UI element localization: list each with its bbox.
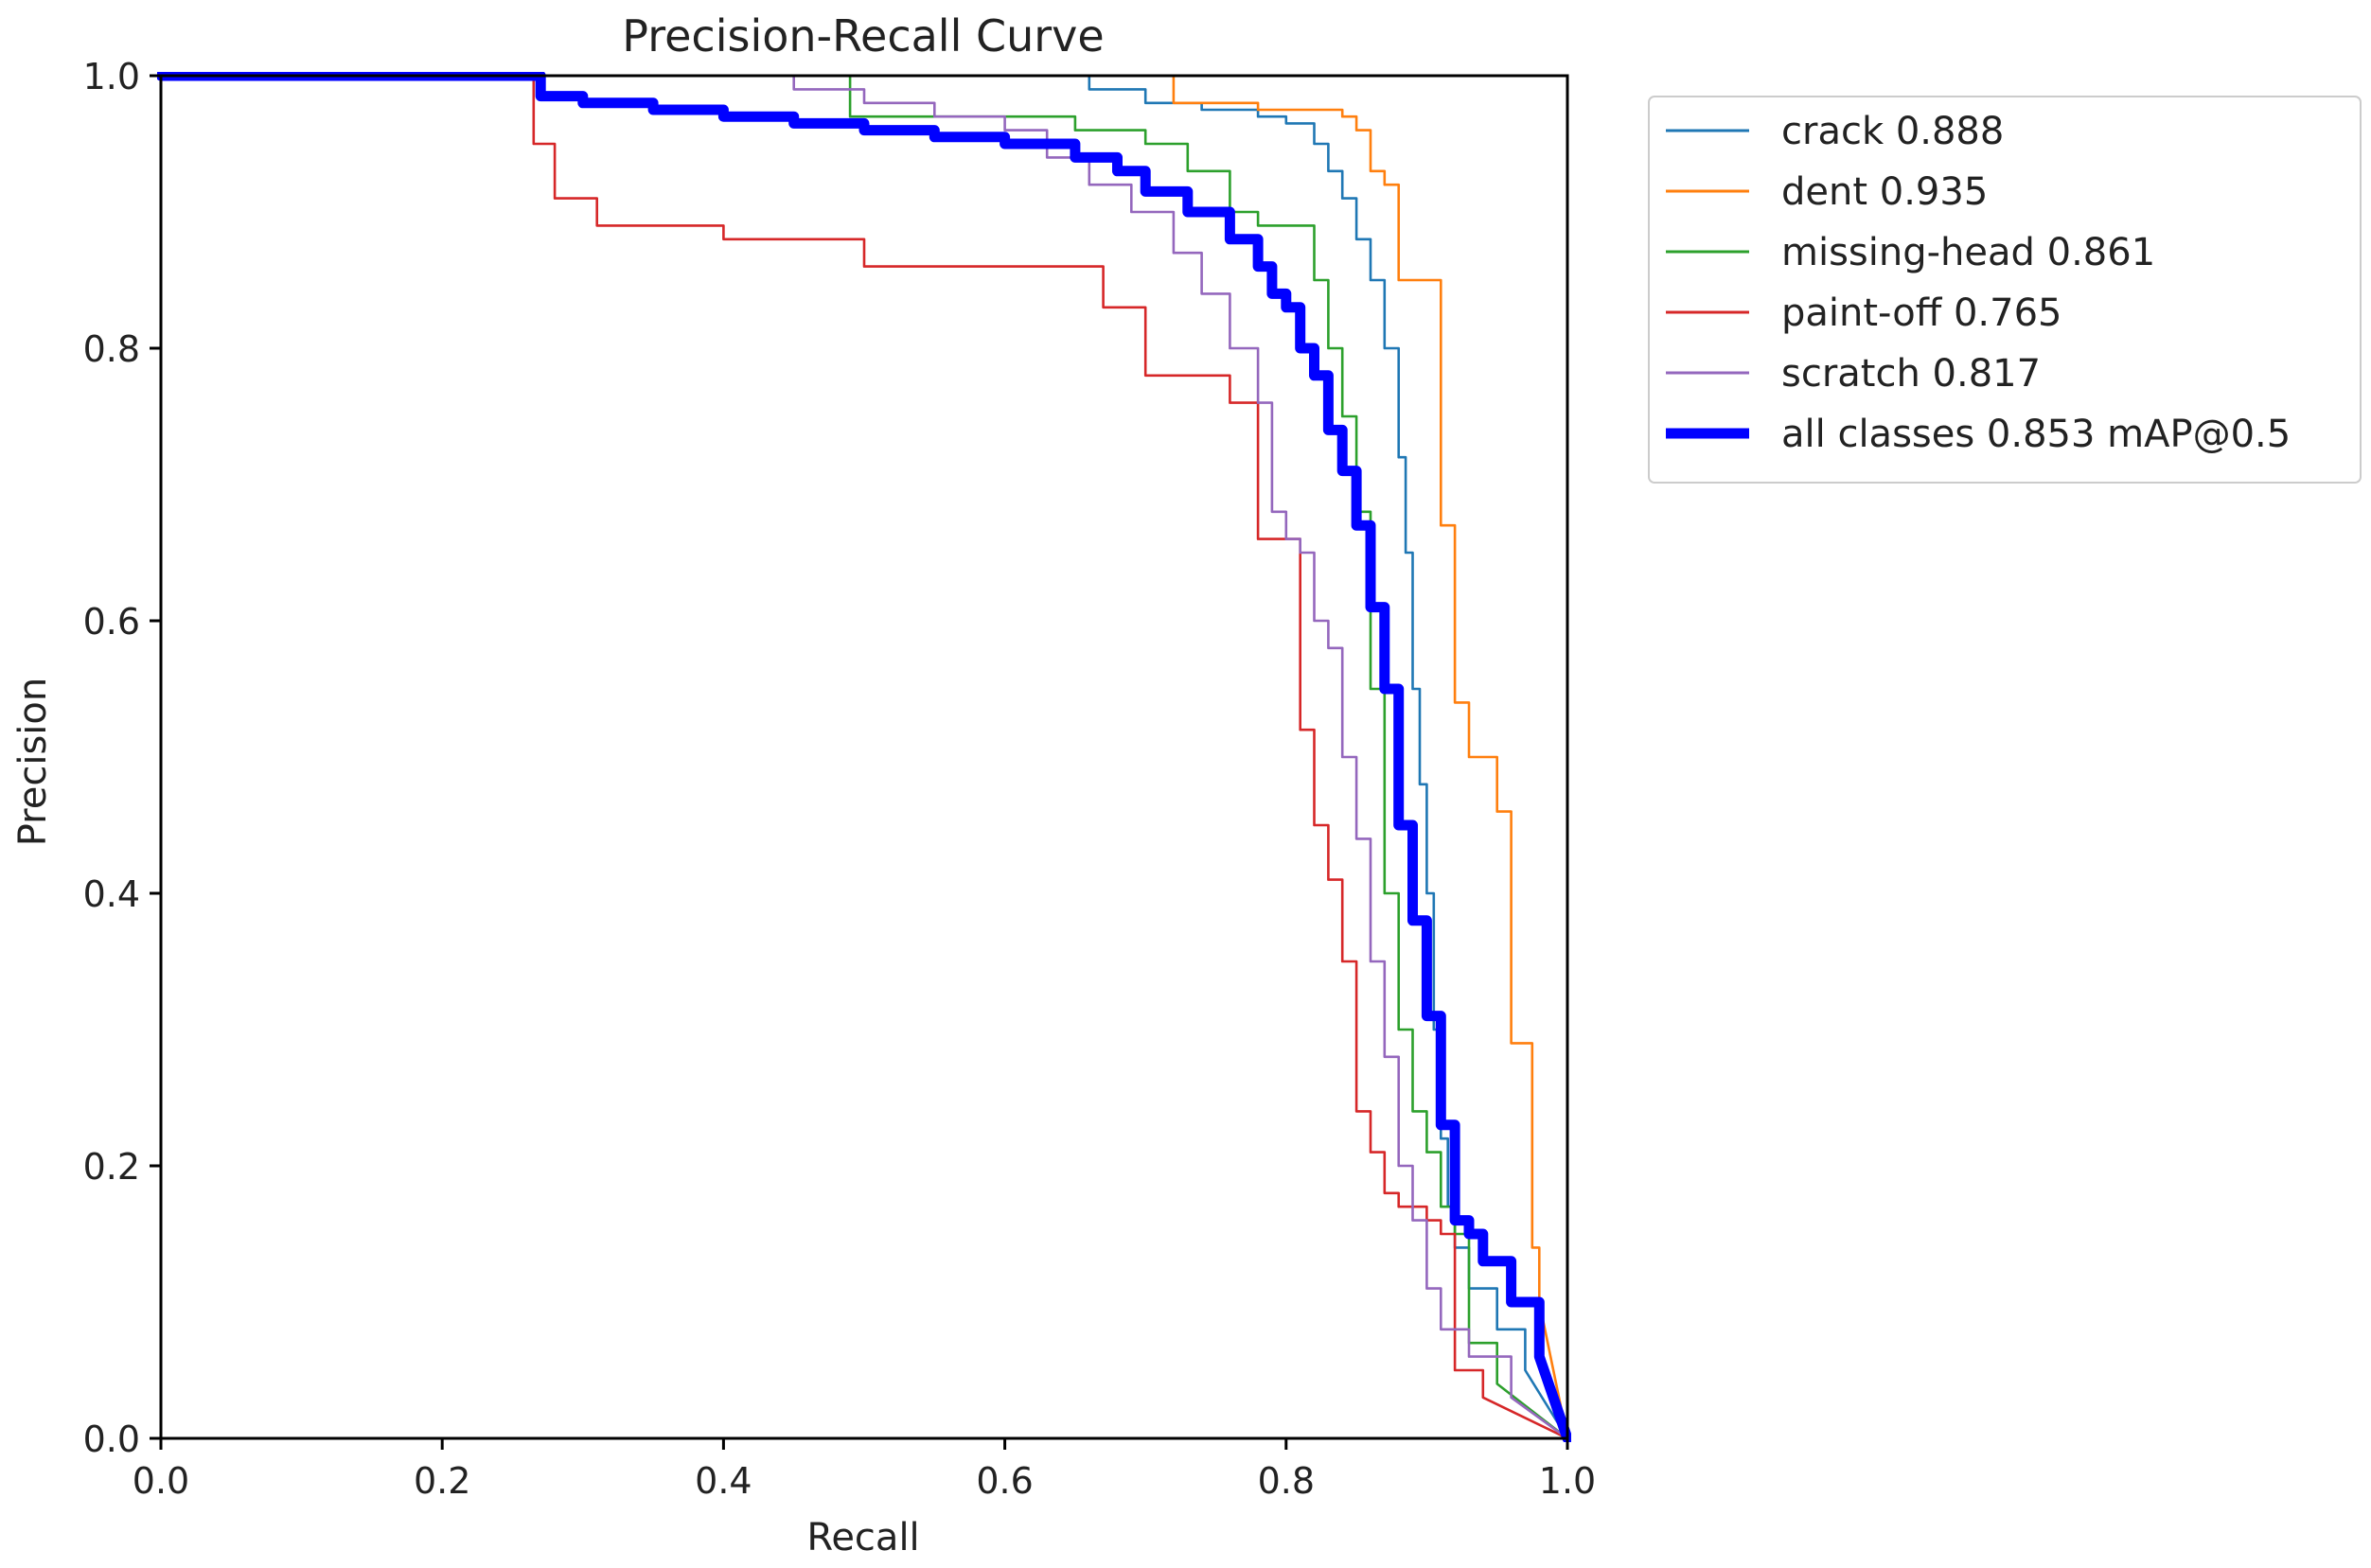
x-tick-label: 0.2: [414, 1460, 470, 1502]
series-line-missing-head: [159, 74, 1569, 1440]
x-tick-label: 0.6: [976, 1460, 1033, 1502]
x-tick-label: 1.0: [1539, 1460, 1596, 1502]
legend-label-crack: crack 0.888: [1781, 110, 2004, 153]
y-tick-label: 0.0: [83, 1418, 140, 1460]
legend-label-scratch: scratch 0.817: [1781, 352, 2041, 396]
y-axis-label: Precision: [11, 678, 55, 846]
plot-frame: [159, 74, 1569, 1440]
series-line-dent: [159, 74, 1569, 1440]
y-tick-label: 1.0: [83, 56, 140, 97]
series-line-scratch: [159, 74, 1569, 1440]
plot-area: 0.00.0 0.2 0.2 0.4 0.4 0.6 0.6 0.8 0.8 1.0 1.0: [83, 56, 1597, 1502]
y-tick-label: 0.8: [83, 328, 140, 370]
legend-box: [1648, 96, 2362, 484]
series-group: [157, 72, 1571, 1442]
legend-label-dent: dent 0.935: [1781, 170, 1988, 214]
x-tick-label: 0.0: [133, 1460, 189, 1502]
y-tick-label: 0.4: [83, 873, 140, 915]
y-tick-label: 0.6: [83, 601, 140, 643]
x-axis-label: Recall: [806, 1516, 919, 1559]
y-tick-label: 0.2: [83, 1146, 140, 1188]
legend-label-paint-off: paint-off 0.765: [1781, 291, 2061, 335]
series-line-all-classes: [157, 72, 1571, 1442]
legend: crack 0.888 dent 0.935 missing-head 0.861 p…: [1648, 96, 2362, 484]
chart-title: Precision-Recall Curve: [622, 10, 1104, 62]
legend-label-missing-head: missing-head 0.861: [1781, 231, 2155, 274]
x-tick-label: 0.8: [1258, 1460, 1315, 1502]
x-tick-label: 0.4: [695, 1460, 752, 1502]
legend-label-all-classes: all classes 0.853 mAP@0.5: [1781, 413, 2291, 456]
